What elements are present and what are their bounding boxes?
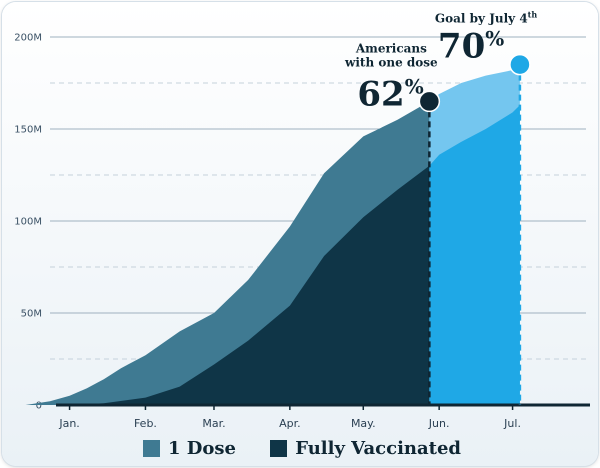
y-tick-label-3: 150M	[14, 125, 42, 136]
goal-label: Goal by July 4th	[435, 10, 537, 26]
goal-value: 70%	[438, 27, 504, 67]
goal-value-number: 70	[438, 27, 485, 67]
x-tick-label-5: Jun.	[428, 417, 450, 430]
area-layer	[25, 66, 520, 406]
one-dose-label-line1: Americans	[355, 41, 427, 55]
one-dose-value: 62%	[357, 74, 423, 114]
x-tick-label-0: Jan.	[58, 417, 79, 430]
y-tick-label-0: 0	[36, 401, 42, 412]
legend-swatch-1-dose	[142, 440, 160, 457]
one-dose-value-number: 62	[357, 74, 404, 114]
area-series-1	[25, 165, 430, 405]
x-tick-label-4: May.	[351, 417, 376, 430]
legend-swatch-fully-vaccinated	[270, 440, 288, 457]
legend-item-1-dose: 1 Dose	[142, 438, 236, 459]
one-dose-label-line2: with one dose	[344, 55, 438, 69]
legend-item-fully-vaccinated: Fully Vaccinated	[270, 438, 461, 459]
one-dose-value-percent: %	[405, 74, 424, 98]
goal-value-percent: %	[485, 27, 504, 51]
y-tick-label-1: 50M	[21, 309, 42, 320]
legend-label-fully-vaccinated: Fully Vaccinated	[295, 438, 462, 459]
axis-layer: Jan. Feb. Mar. Apr. May. Jun. Jul.	[56, 403, 590, 430]
goal-label-sup: th	[528, 10, 538, 20]
annotation-layer: Americans with one dose 62% Goal by July…	[344, 10, 537, 405]
x-tick-label-6: Jul.	[503, 417, 521, 430]
area-series-3	[429, 105, 520, 405]
y-tick-label-2: 100M	[14, 217, 42, 228]
y-tick-label-4: 200M	[14, 33, 42, 44]
one-dose-marker	[418, 90, 441, 113]
x-tick-label-2: Mar.	[202, 417, 225, 430]
chart-legend: 1 Dose Fully Vaccinated	[2, 438, 598, 462]
legend-label-1-dose: 1 Dose	[167, 438, 236, 459]
goal-marker	[509, 53, 531, 76]
x-tick-label-1: Feb.	[134, 417, 157, 430]
goal-label-text: Goal by July 4	[435, 12, 528, 26]
x-tick-label-3: Apr.	[279, 417, 301, 430]
